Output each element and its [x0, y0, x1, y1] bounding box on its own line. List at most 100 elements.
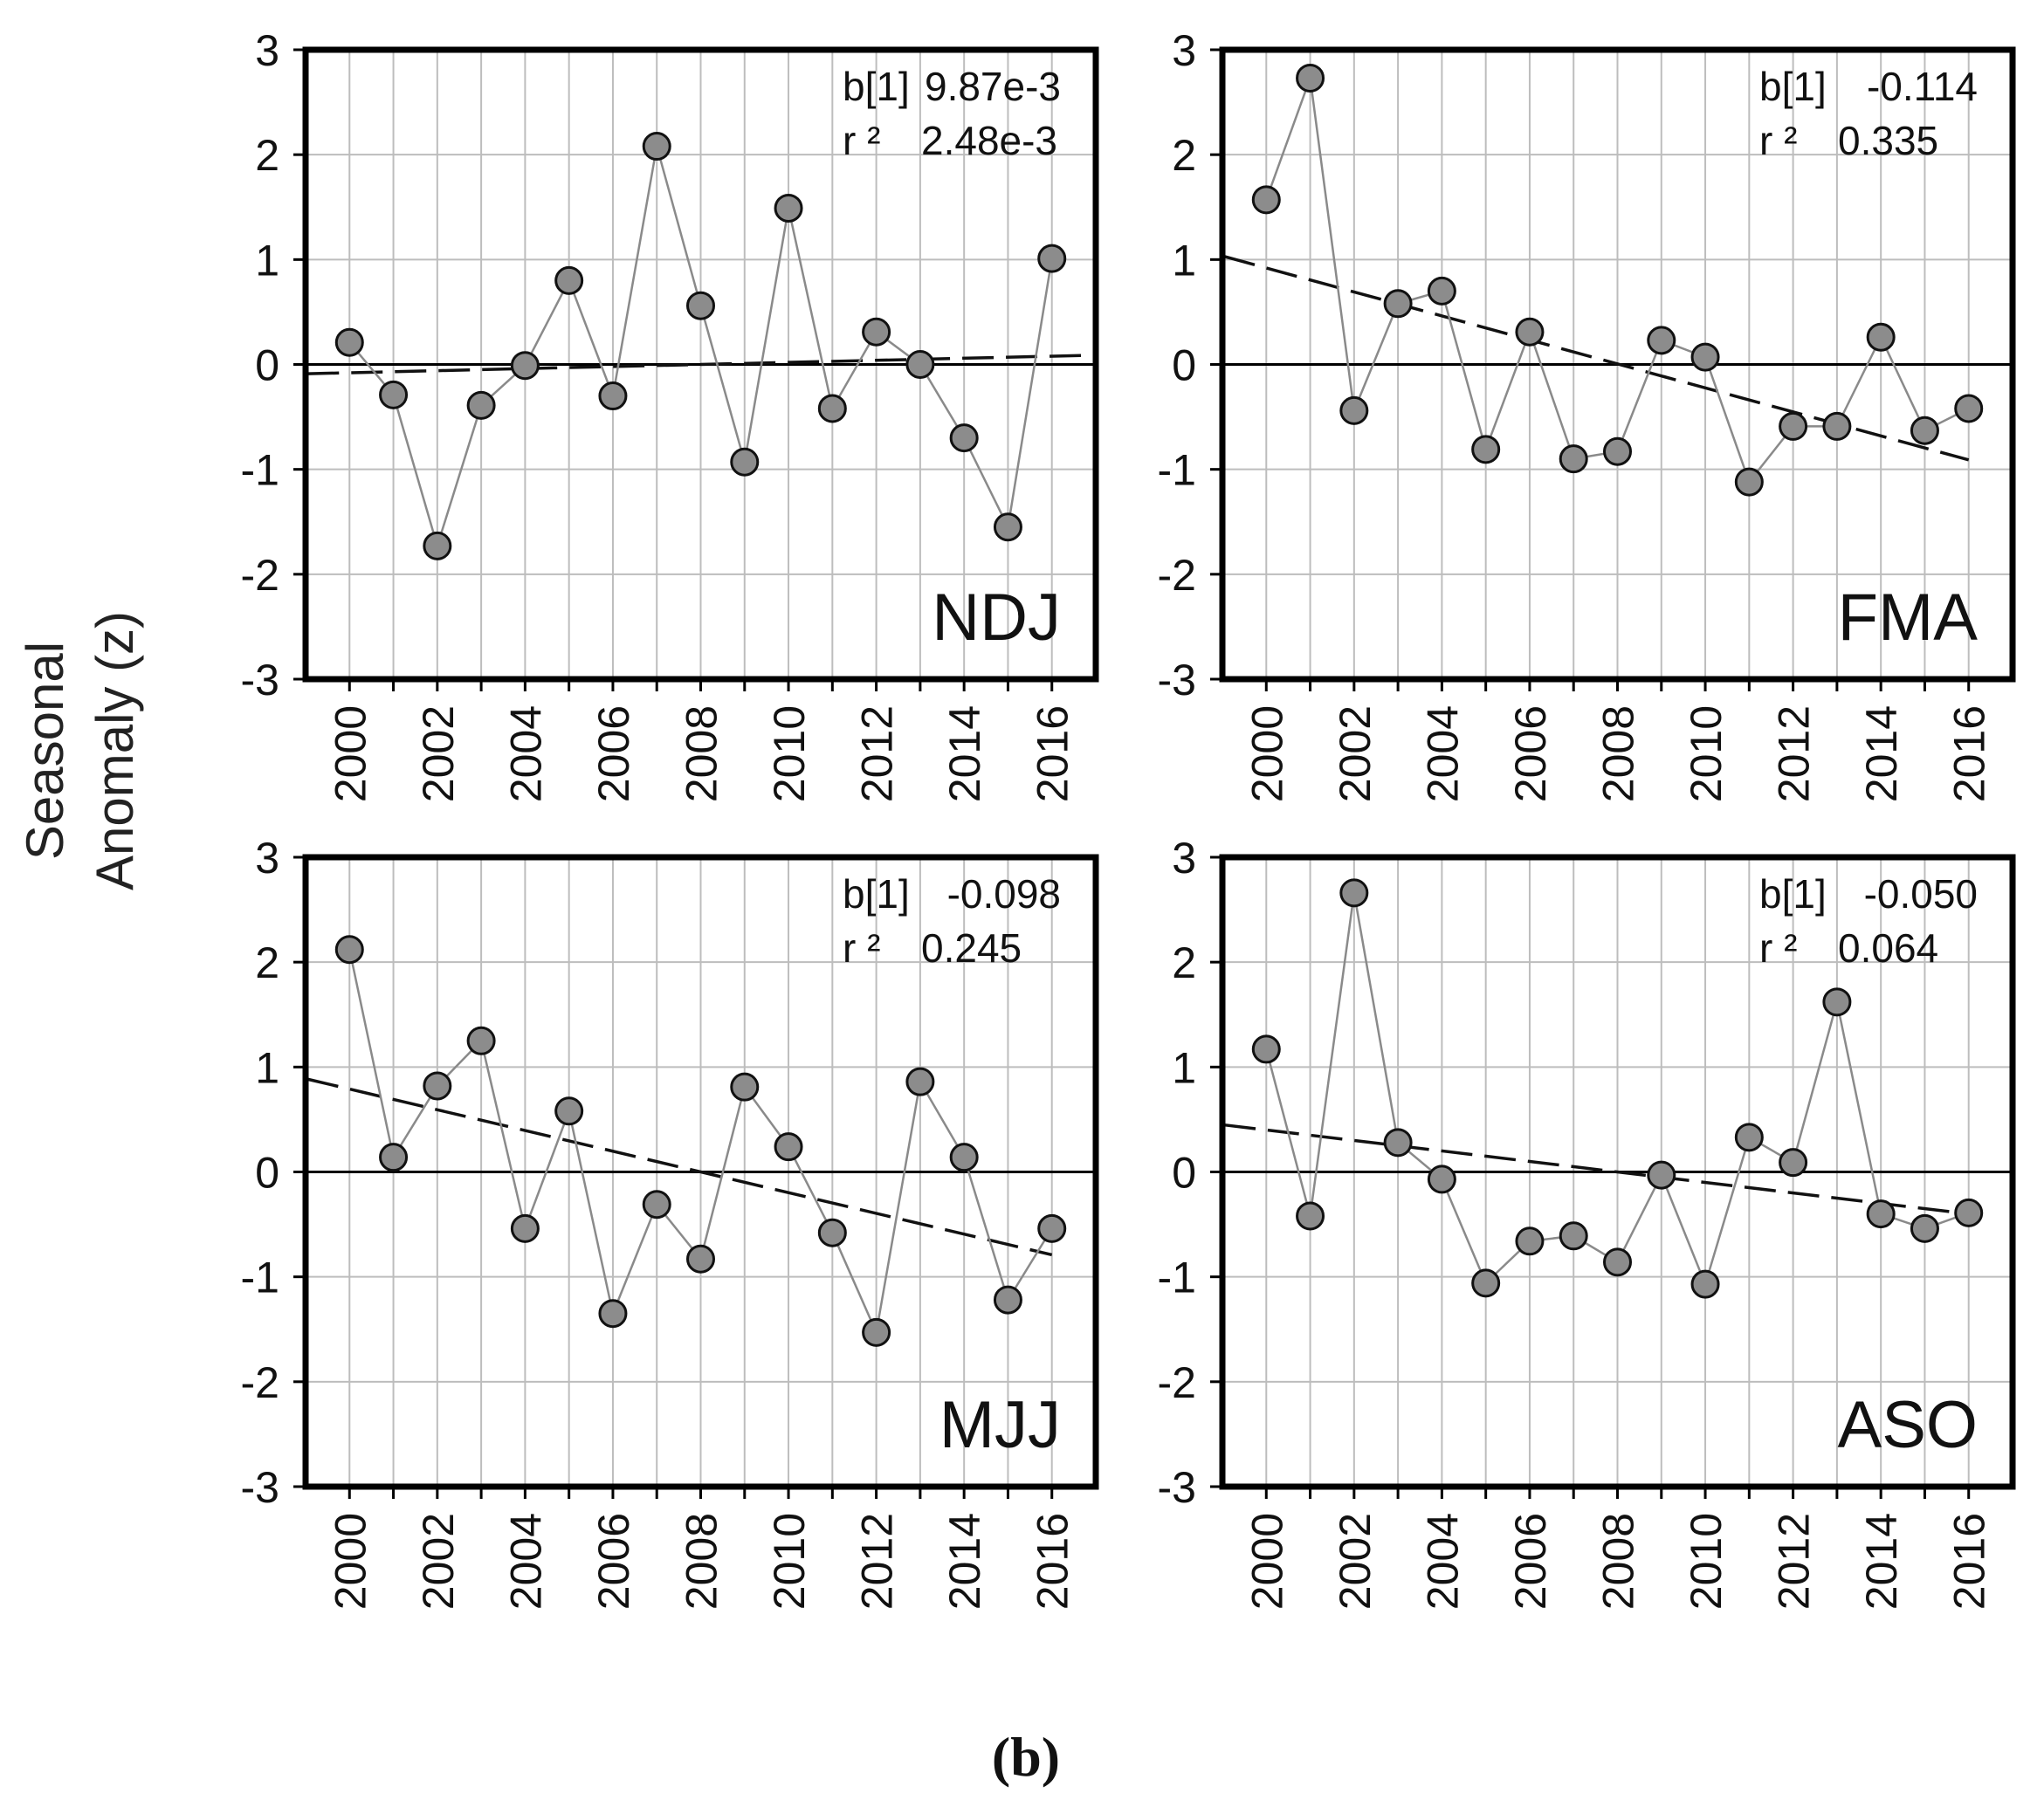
- chart-3-point-2003: [1383, 1128, 1413, 1158]
- chart-0-point-2009: [730, 447, 760, 477]
- chart-3-point-2009: [1647, 1160, 1676, 1190]
- chart-0-ytick-label--2: -2: [241, 551, 279, 600]
- chart-1-ytick-label-2: 2: [1172, 131, 1196, 180]
- chart-0-point-2003: [466, 390, 496, 420]
- chart-1-point-2012: [1779, 411, 1808, 441]
- chart-1-stat-b-value: -0.114: [1867, 64, 1978, 109]
- chart-3-stat-b-value: -0.050: [1864, 871, 1978, 917]
- chart-2-ytick-label--3: -3: [241, 1463, 279, 1512]
- chart-0-point-2002: [423, 531, 452, 560]
- chart-1-point-2015: [1910, 416, 1939, 445]
- chart-1-point-2011: [1734, 467, 1764, 497]
- chart-3-xtick-label-2010: 2010: [1682, 1513, 1731, 1610]
- chart-2-xtick-label-2008: 2008: [678, 1513, 726, 1610]
- chart-2-xtick-label-2010: 2010: [765, 1513, 814, 1610]
- chart-3-point-2014: [1866, 1199, 1896, 1229]
- chart-2-stat-r2-label: r ²: [843, 925, 880, 971]
- chart-1-point-2000: [1251, 185, 1281, 215]
- chart-0-stat-r2-value: 2.48e-3: [921, 118, 1057, 163]
- chart-2-point-2000: [334, 935, 364, 965]
- chart-3-season-label: ASO: [1838, 1388, 1979, 1462]
- chart-3-trend-line: [1224, 1123, 1969, 1216]
- chart-3-point-2010: [1690, 1269, 1720, 1299]
- chart-3-point-2002: [1339, 878, 1369, 908]
- chart-1-ytick-label--3: -3: [1158, 656, 1196, 704]
- chart-2-ytick-label-2: 2: [255, 938, 279, 987]
- chart-0-ytick-label-1: 1: [255, 236, 279, 285]
- chart-1-point-2010: [1690, 342, 1720, 372]
- chart-0-xtick-label-2010: 2010: [765, 705, 814, 802]
- chart-0-trend-line: [307, 354, 1094, 375]
- y-axis-label-line1: Seasonal: [16, 642, 74, 860]
- chart-0-point-2007: [642, 132, 671, 161]
- chart-1-point-2003: [1383, 289, 1413, 319]
- chart-0-ytick-label-3: 3: [255, 26, 279, 75]
- chart-1-xtick-label-2016: 2016: [1945, 705, 1994, 802]
- chart-3-stat-r2-label: r ²: [1759, 925, 1797, 971]
- chart-0-ytick-label-0: 0: [255, 341, 279, 390]
- chart-2-point-2003: [466, 1026, 496, 1055]
- chart-3-ytick-label--3: -3: [1158, 1463, 1196, 1512]
- chart-3-xtick-label-2012: 2012: [1770, 1513, 1819, 1610]
- chart-0-xtick-label-2016: 2016: [1029, 705, 1077, 802]
- chart-1-point-2014: [1866, 322, 1896, 352]
- chart-2-xtick-label-2006: 2006: [589, 1513, 638, 1610]
- chart-0-stat-r2-label: r ²: [843, 118, 880, 163]
- chart-3-point-2000: [1251, 1034, 1281, 1064]
- chart-0-point-2015: [993, 512, 1022, 542]
- chart-2-point-2005: [554, 1096, 584, 1126]
- chart-0-point-2008: [686, 291, 715, 320]
- chart-0-point-2001: [379, 380, 409, 409]
- chart-2-ytick-label-1: 1: [255, 1043, 279, 1092]
- chart-0-point-2012: [862, 317, 891, 347]
- chart-1-stat-r2-value: 0.335: [1838, 118, 1938, 163]
- chart-2-ytick-label-3: 3: [255, 834, 279, 883]
- chart-2-ytick-label-0: 0: [255, 1149, 279, 1198]
- panel-mjj: 3 2 1 0 -1 -2 -3 2000 2002 2004 2006 2008 2010 2012 20…: [241, 834, 1099, 1610]
- chart-0-ytick-label--1: -1: [241, 446, 279, 495]
- chart-3-xtick-label-2016: 2016: [1945, 1513, 1994, 1610]
- chart-1-point-2005: [1471, 435, 1501, 464]
- chart-3-xtick-label-2000: 2000: [1242, 1513, 1291, 1610]
- chart-1-point-2006: [1515, 317, 1545, 347]
- chart-0-point-2011: [817, 394, 847, 423]
- chart-1-point-2007: [1559, 444, 1588, 474]
- chart-3-point-2013: [1822, 987, 1852, 1017]
- chart-2-season-label: MJJ: [939, 1388, 1061, 1462]
- chart-3-ytick-label--1: -1: [1158, 1254, 1196, 1302]
- chart-2-point-2015: [993, 1285, 1022, 1315]
- chart-1-xtick-label-2010: 2010: [1682, 705, 1731, 802]
- chart-3-xtick-label-2002: 2002: [1331, 1513, 1380, 1610]
- chart-2-point-2016: [1037, 1213, 1067, 1243]
- chart-1-season-label: FMA: [1838, 581, 1979, 655]
- chart-0-point-2014: [949, 423, 979, 453]
- chart-0-xtick-label-2004: 2004: [501, 705, 550, 802]
- chart-1-xtick-label-2006: 2006: [1506, 705, 1555, 802]
- chart-1-ytick-label--2: -2: [1158, 551, 1196, 600]
- chart-2-stat-r2-value: 0.245: [921, 925, 1022, 971]
- chart-3-point-2004: [1427, 1165, 1456, 1194]
- chart-3-ytick-label-1: 1: [1172, 1043, 1196, 1092]
- chart-1-stat-b-label: b[1]: [1759, 64, 1827, 109]
- chart-3-stat-b-label: b[1]: [1759, 871, 1827, 917]
- chart-3-point-2016: [1954, 1198, 1984, 1227]
- chart-0-xtick-label-2000: 2000: [326, 705, 375, 802]
- chart-3-point-2015: [1910, 1213, 1939, 1243]
- chart-1-point-2004: [1427, 276, 1456, 306]
- figure-caption: (b): [992, 1726, 1060, 1788]
- chart-2-point-2004: [510, 1213, 540, 1243]
- chart-0-point-2006: [598, 381, 628, 411]
- chart-1-ytick-label-3: 3: [1172, 26, 1196, 75]
- chart-2-xtick-label-2012: 2012: [853, 1513, 902, 1610]
- panel-fma: 3 2 1 0 -1 -2 -3 2000 2002 2004 2006 2008 2010 2012 20…: [1158, 26, 2016, 802]
- chart-2-point-2001: [379, 1143, 409, 1172]
- chart-3-ytick-label--2: -2: [1158, 1358, 1196, 1407]
- chart-2-stat-b-value: -0.098: [947, 871, 1061, 917]
- chart-3-point-2012: [1779, 1148, 1808, 1178]
- chart-0-point-2010: [774, 193, 803, 223]
- chart-3-ytick-label-2: 2: [1172, 938, 1196, 987]
- chart-2-point-2009: [730, 1072, 760, 1102]
- chart-2-ytick-label--2: -2: [241, 1358, 279, 1407]
- chart-1-xtick-label-2012: 2012: [1770, 705, 1819, 802]
